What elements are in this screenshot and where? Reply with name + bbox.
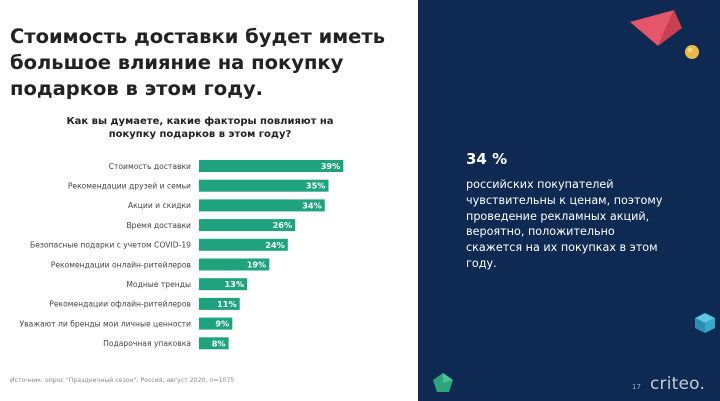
category-label: Подарочная упаковка [103, 339, 191, 348]
bar [199, 238, 288, 251]
value-label: 13% [224, 279, 244, 289]
value-label: 11% [217, 299, 237, 309]
value-label: 8% [212, 338, 226, 348]
bar [199, 179, 329, 192]
chart-question: Как вы думаете, какие факторы повлияют н… [66, 116, 334, 140]
value-label: 19% [247, 260, 267, 270]
page-number: 17 [632, 383, 641, 391]
bar [199, 199, 325, 212]
category-label: Рекомендации онлайн-ритейлеров [51, 260, 192, 269]
source-note: Источник: опрос "Праздничный сезон", Рос… [10, 377, 235, 384]
bar-chart: Стоимость доставки 39% Рекомендации друзей… [20, 160, 344, 350]
criteo-logo: criteo. [650, 374, 706, 394]
left-panel: Стоимость доставки будет иметь большое в… [10, 25, 386, 384]
bar [199, 219, 296, 232]
category-label: Время доставки [126, 221, 191, 230]
category-label: Стоимость доставки [109, 162, 191, 171]
category-label: Модные тренды [126, 280, 191, 289]
teal-cube-icon [695, 313, 715, 333]
bar [199, 258, 270, 271]
category-label: Акции и скидки [128, 201, 191, 210]
green-gem-icon [433, 373, 453, 392]
value-label: 24% [265, 240, 285, 250]
bar [199, 337, 229, 350]
value-label: 9% [215, 319, 229, 329]
value-label: 39% [321, 161, 341, 171]
headline: Стоимость доставки будет иметь большое в… [10, 25, 386, 100]
bar [199, 297, 240, 310]
pink-pyramid-icon [630, 10, 682, 46]
category-label: Безопасные подарки с учетом COVID-19 [30, 241, 191, 250]
category-label: Уважают ли бренды мои личные ценности [20, 319, 192, 328]
value-label: 34% [302, 200, 322, 210]
yellow-sphere-icon [685, 45, 699, 59]
right-panel: 34 % российских покупателей чувствительн… [418, 0, 720, 401]
category-label: Рекомендации офлайн-ритейлеров [49, 300, 191, 309]
stat-value: 34 % [466, 150, 508, 168]
value-label: 35% [306, 181, 326, 191]
category-label: Рекомендации друзей и семьи [68, 182, 191, 191]
value-label: 26% [273, 220, 293, 230]
bar [199, 160, 344, 172]
stat-text: российских покупателей чувствительны к ц… [466, 178, 663, 270]
bar [199, 317, 233, 330]
bar [199, 278, 248, 291]
